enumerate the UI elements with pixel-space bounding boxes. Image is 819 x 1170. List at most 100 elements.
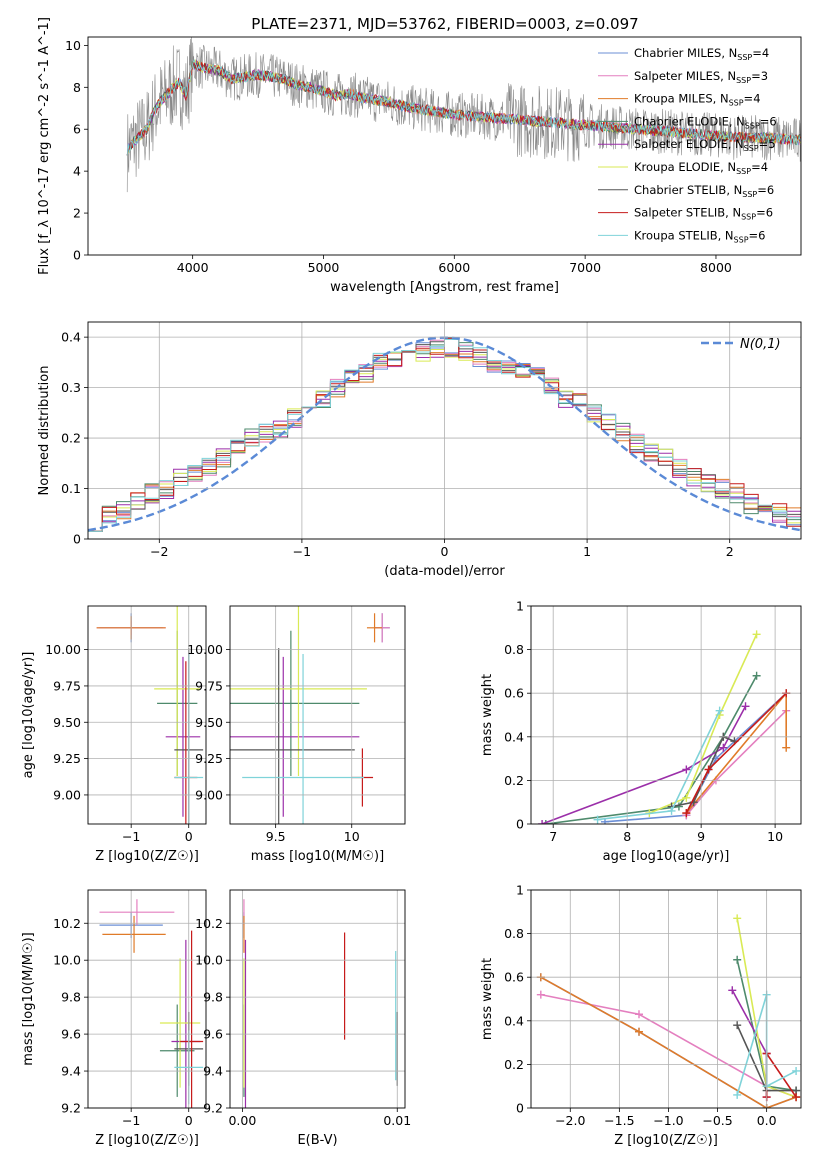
y-tick-label: 9.6 (61, 1027, 81, 1042)
x-tick-label: 7000 (569, 260, 601, 275)
mass-weight-marker (792, 1093, 801, 1102)
x-tick-label: −0.5 (702, 1113, 732, 1128)
mass-weight-line (541, 705, 747, 824)
legend-nssp: 4 (762, 46, 769, 60)
mass-weight-marker (536, 990, 545, 999)
axes-frame (87, 36, 802, 256)
y-tick-label: 0.4 (504, 729, 524, 744)
legend-model-name: Kroupa MILES (634, 92, 713, 106)
y-tick-label: 0 (516, 1101, 524, 1116)
age-vs-Z-ylabel: age [log10(age/yr)] (21, 652, 36, 779)
y-tick-label: 9.8 (61, 990, 81, 1005)
age-vs-mass-xlabel: mass [log10(M/M☉)] (251, 849, 384, 864)
y-tick-label: 10.00 (45, 642, 81, 657)
legend-nssp: 3 (761, 69, 768, 83)
y-tick-label: 0 (516, 817, 524, 832)
y-tick-label: 0 (73, 248, 81, 263)
y-tick-label: 10.0 (195, 953, 223, 968)
legend-model-name: Kroupa STELIB (634, 228, 718, 242)
legend-nssp: 4 (761, 160, 768, 174)
error-bar-point (102, 915, 166, 953)
mass-weight-marker (538, 820, 547, 824)
y-tick-label: 8 (73, 80, 81, 95)
x-tick-label: −2 (150, 544, 168, 559)
mass-weight-marker (792, 1066, 801, 1075)
mass-weight-marker (741, 702, 750, 711)
error-bar-point (180, 930, 204, 1108)
x-tick-label: 8 (623, 829, 631, 844)
mass-weight-marker (752, 671, 761, 680)
x-tick-label: 0.0 (757, 1113, 777, 1128)
mass-vs-Z-panel: −1 0 9.2 9.4 9.6 9.8 10.0 10.2 Z [log10(Z/Z☉)] ma… (21, 889, 207, 1148)
legend-nssp: 6 (766, 206, 773, 220)
y-tick-label: 0.4 (61, 330, 81, 345)
legend-entry: Salpeter STELIB, NSSP=6 (634, 206, 773, 222)
legend-model-name: Salpeter ELODIE (634, 137, 728, 151)
spectrum-xlabel: wavelength [Angstrom, rest frame] (330, 280, 559, 295)
legend-entry: Salpeter ELODIE, NSSP=5 (634, 137, 776, 153)
weight-vs-age-xlabel: age [log10(age/yr)] (603, 849, 730, 864)
x-tick-label: 6000 (438, 260, 470, 275)
y-tick-label: 9.4 (61, 1064, 81, 1079)
error-bar-point (154, 606, 201, 777)
x-tick-label: 9 (697, 829, 705, 844)
legend-nssp: 6 (769, 114, 776, 128)
mass-vs-Z-ylabel: mass [log10(M/M☉)] (21, 932, 36, 1065)
x-tick-label: 9.5 (266, 829, 286, 844)
x-tick-label: 0 (185, 829, 193, 844)
y-tick-label: 0.2 (61, 431, 81, 446)
y-tick-label: 9.8 (203, 990, 223, 1005)
age-vs-Z-xlabel: Z [log10(Z/Z☉)] (95, 849, 199, 864)
mass-weight-marker (674, 802, 683, 811)
y-tick-label: 2 (73, 206, 81, 221)
y-tick-label: 9.25 (195, 751, 223, 766)
y-tick-label: 0.8 (504, 926, 524, 941)
y-tick-label: 9.50 (53, 715, 81, 730)
y-tick-label: 0.2 (504, 1057, 524, 1072)
axes-frame (229, 605, 406, 825)
mass-weight-marker (635, 1010, 643, 1019)
y-tick-label: 0.3 (61, 380, 81, 395)
legend-entry: Kroupa MILES, NSSP=4 (634, 92, 761, 108)
mass-vs-Z-xlabel: Z [log10(Z/Z☉)] (95, 1133, 199, 1148)
legend-entry: Chabrier ELODIE, NSSP=6 (634, 114, 777, 130)
error-bar-point (230, 656, 360, 817)
legend-model-name: Salpeter STELIB (634, 206, 725, 220)
legend-model-name: Kroupa ELODIE (634, 160, 720, 174)
spectrum-plot-area (126, 37, 801, 193)
x-tick-label: 2 (726, 544, 734, 559)
mass-weight-marker (715, 706, 724, 715)
age-vs-mass-panel: 9.5 10 9.00 9.25 9.50 9.75 10.00 mass [log10(M/… (187, 605, 406, 864)
weight-vs-age-plot-area (538, 630, 791, 824)
x-tick-label: 5000 (308, 260, 340, 275)
y-tick-label: 0.6 (504, 970, 524, 985)
mass-weight-marker (541, 820, 550, 824)
x-tick-label: −1 (122, 1113, 140, 1128)
y-tick-label: 6 (73, 122, 81, 137)
x-tick-label: 7 (549, 829, 557, 844)
axes-frame (229, 889, 406, 1109)
weight-vs-Z-panel: −2.0 −1.5 −1.0 −0.5 0.0 0 0.2 0.4 0.6 0.8 1 Z [log1… (480, 883, 802, 1148)
spectrum-legend: Chabrier MILES, NSSP=4 Salpeter MILES, NS… (598, 46, 777, 244)
mass-weight-marker (704, 765, 713, 774)
age-vs-mass-plot-area (230, 606, 390, 824)
error-bar-point (230, 606, 367, 777)
y-tick-label: 10.0 (53, 953, 81, 968)
y-tick-label: 1 (516, 883, 524, 898)
y-tick-label: 9.00 (195, 787, 223, 802)
y-tick-label: 10.2 (195, 916, 223, 931)
x-tick-label: −1 (293, 544, 311, 559)
spectrum-ylabel: Flux [f_λ 10^-17 erg cm^-2 s^-1 A^-1] (37, 17, 52, 275)
y-tick-label: 0.1 (61, 481, 81, 496)
mass-weight-marker (782, 743, 791, 752)
error-bar-point (366, 613, 383, 643)
y-tick-label: 9.25 (53, 751, 81, 766)
error-bar-point (230, 630, 360, 777)
legend-entry: Chabrier MILES, NSSP=4 (634, 46, 769, 62)
y-tick-label: 10.2 (53, 916, 81, 931)
legend-entry: Kroupa STELIB, NSSP=6 (634, 228, 766, 244)
y-tick-label: 0.8 (504, 642, 524, 657)
mass-vs-ebv-panel: 0.00 0.01 9.2 9.4 9.6 9.8 10.0 10.2 E(B-V) (195, 889, 411, 1148)
